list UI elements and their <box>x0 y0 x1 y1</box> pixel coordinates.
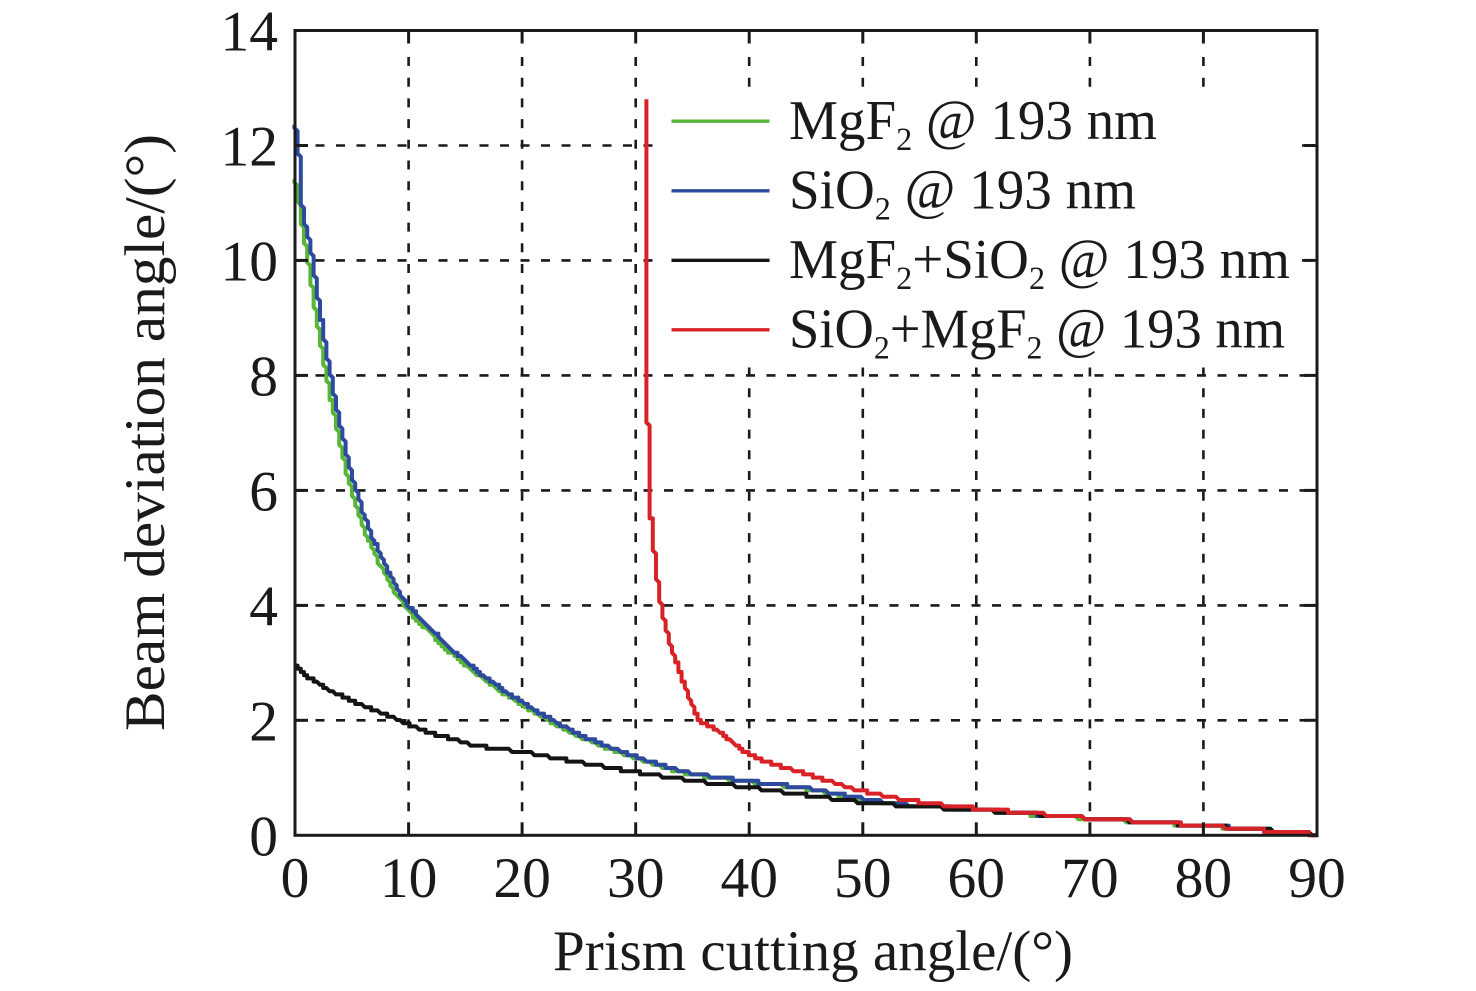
svg-text:70: 70 <box>1061 847 1119 910</box>
svg-text:30: 30 <box>607 847 665 910</box>
svg-text:MgF2 @ 193 nm: MgF2 @ 193 nm <box>789 90 1157 158</box>
svg-text:2: 2 <box>249 690 278 753</box>
svg-text:60: 60 <box>948 847 1006 910</box>
svg-text:Prism cutting angle/(°): Prism cutting angle/(°) <box>553 920 1073 983</box>
svg-text:20: 20 <box>493 847 551 910</box>
svg-text:6: 6 <box>249 460 278 523</box>
svg-text:90: 90 <box>1288 847 1346 910</box>
svg-text:4: 4 <box>249 575 278 638</box>
svg-text:50: 50 <box>834 847 892 910</box>
svg-text:8: 8 <box>249 345 278 408</box>
svg-text:SiO2 @ 193 nm: SiO2 @ 193 nm <box>789 160 1136 228</box>
svg-text:12: 12 <box>221 116 279 179</box>
svg-text:40: 40 <box>720 847 778 910</box>
svg-text:Beam deviation angle/(°): Beam deviation angle/(°) <box>114 134 177 731</box>
svg-text:10: 10 <box>221 230 279 293</box>
svg-text:80: 80 <box>1175 847 1233 910</box>
svg-text:10: 10 <box>380 847 438 910</box>
svg-text:0: 0 <box>281 847 310 910</box>
svg-text:14: 14 <box>221 1 279 64</box>
svg-text:0: 0 <box>249 805 278 868</box>
